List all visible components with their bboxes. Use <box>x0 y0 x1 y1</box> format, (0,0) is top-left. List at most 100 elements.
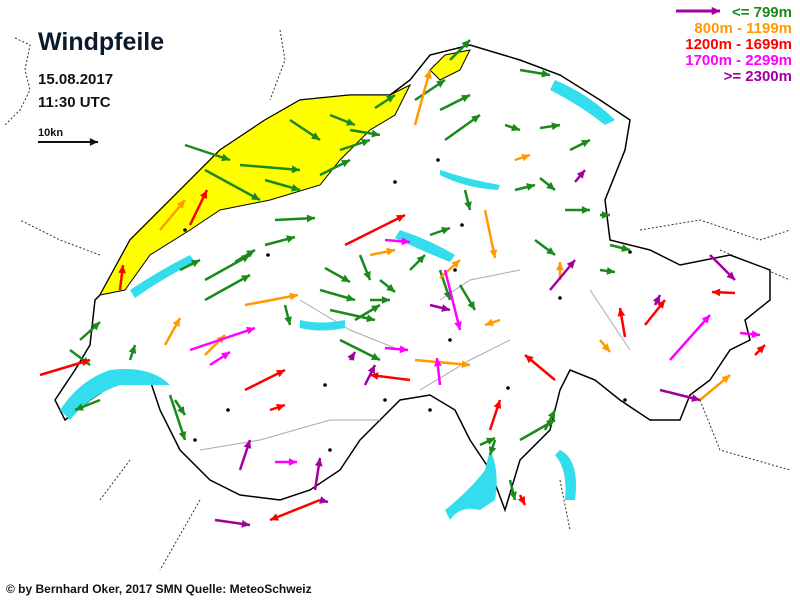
arrow-shaft <box>483 209 497 259</box>
wind-arrow <box>239 163 301 174</box>
map-time: 11:30 UTC <box>38 94 111 111</box>
arrow-shaft <box>269 498 321 522</box>
station-dot <box>428 408 432 412</box>
arrow-head <box>241 275 250 283</box>
arrow-head <box>314 458 323 467</box>
wind-arrow <box>269 498 321 522</box>
wind-arrow <box>488 439 497 456</box>
arrow-head <box>488 446 497 455</box>
wind-arrow <box>754 344 766 356</box>
wind-arrow <box>463 189 472 211</box>
arrow-head <box>581 206 590 214</box>
legend-arrow-icon <box>676 7 720 15</box>
wind-arrow <box>329 308 376 323</box>
arrow-head <box>451 260 460 269</box>
wind-arrow <box>439 93 471 112</box>
wind-arrow <box>484 318 501 327</box>
arrow-head <box>525 355 534 364</box>
arrow-head <box>621 244 630 252</box>
arrow-shaft <box>344 213 406 247</box>
arrow-head <box>241 519 250 528</box>
wind-arrow <box>168 394 187 441</box>
arrow-head <box>401 237 410 246</box>
wind-arrow <box>238 439 252 471</box>
arrow-shaft <box>189 326 256 352</box>
wind-arrow <box>709 254 736 281</box>
wind-arrow <box>609 243 631 252</box>
arrow-head <box>246 250 255 258</box>
wind-arrow <box>163 317 182 346</box>
station-dot <box>453 268 457 272</box>
wind-arrow <box>543 409 557 431</box>
arrow-head <box>467 301 475 310</box>
wind-arrow <box>600 211 610 219</box>
lake-como <box>555 450 576 500</box>
arrow-head <box>246 326 255 335</box>
wind-arrow <box>264 178 301 192</box>
wind-arrow <box>739 330 761 339</box>
wind-arrow <box>128 344 137 361</box>
legend: <= 799m 800m - 1199m 1200m - 1699m 1700m… <box>672 4 792 85</box>
arrow-shaft <box>414 358 471 367</box>
arrow-head <box>526 183 535 191</box>
arrow-head <box>756 345 765 354</box>
arrow-head <box>251 192 260 200</box>
lake-lucerne <box>395 230 455 262</box>
arrow-head <box>347 352 355 361</box>
wind-arrow <box>549 259 576 291</box>
arrow-head <box>118 265 126 274</box>
arrow-head <box>546 181 555 190</box>
arrow-head <box>221 352 230 360</box>
arrow-head <box>243 440 252 449</box>
wind-arrow <box>379 279 396 293</box>
arrow-head <box>346 294 355 302</box>
wind-arrow <box>173 399 187 416</box>
arrow-head <box>656 300 665 309</box>
arrow-head <box>311 132 320 140</box>
wind-arrow <box>344 213 406 247</box>
arrow-head <box>81 358 90 367</box>
arrow-head <box>601 211 610 219</box>
wind-arrow <box>79 321 101 341</box>
wind-arrow <box>74 398 101 412</box>
arrow-head <box>370 372 379 380</box>
arrow-head <box>556 262 564 271</box>
arrow-head <box>371 305 380 313</box>
wind-arrow <box>599 267 616 275</box>
scale-label: 10kn <box>38 127 64 139</box>
arrow-head <box>386 247 395 256</box>
arrow-head <box>493 400 502 409</box>
wind-arrow <box>38 138 98 146</box>
arrow-head <box>371 129 380 138</box>
wind-arrow <box>652 294 662 306</box>
arrow-head <box>291 184 300 192</box>
arrow-head <box>284 316 292 325</box>
arrow-head <box>396 215 405 223</box>
wind-arrow <box>409 254 426 271</box>
wind-arrow <box>283 304 292 326</box>
arrow-shaft <box>204 273 251 302</box>
station-dot <box>383 398 387 402</box>
wind-arrow <box>269 403 286 412</box>
arrow-head <box>386 283 395 292</box>
wind-arrow <box>488 399 502 431</box>
arrow-head <box>541 69 550 78</box>
wind-arrow <box>517 494 527 506</box>
wind-arrow <box>204 253 251 282</box>
arrow-head <box>454 321 462 330</box>
arrow-head <box>566 260 575 269</box>
arrow-head <box>436 80 445 88</box>
arrow-head <box>306 214 315 223</box>
station-dot <box>226 408 230 412</box>
arrow-head <box>288 458 297 466</box>
wind-arrow <box>184 143 231 162</box>
wind-arrow <box>289 118 321 142</box>
wind-arrow <box>179 258 201 272</box>
arrow-head <box>276 370 285 378</box>
station-dot <box>393 180 397 184</box>
wind-arrow <box>413 69 432 126</box>
arrow-head <box>291 165 300 174</box>
arrow-head <box>363 271 371 280</box>
wind-arrow <box>347 351 357 361</box>
legend-item: 1700m - 2299m <box>672 7 792 69</box>
